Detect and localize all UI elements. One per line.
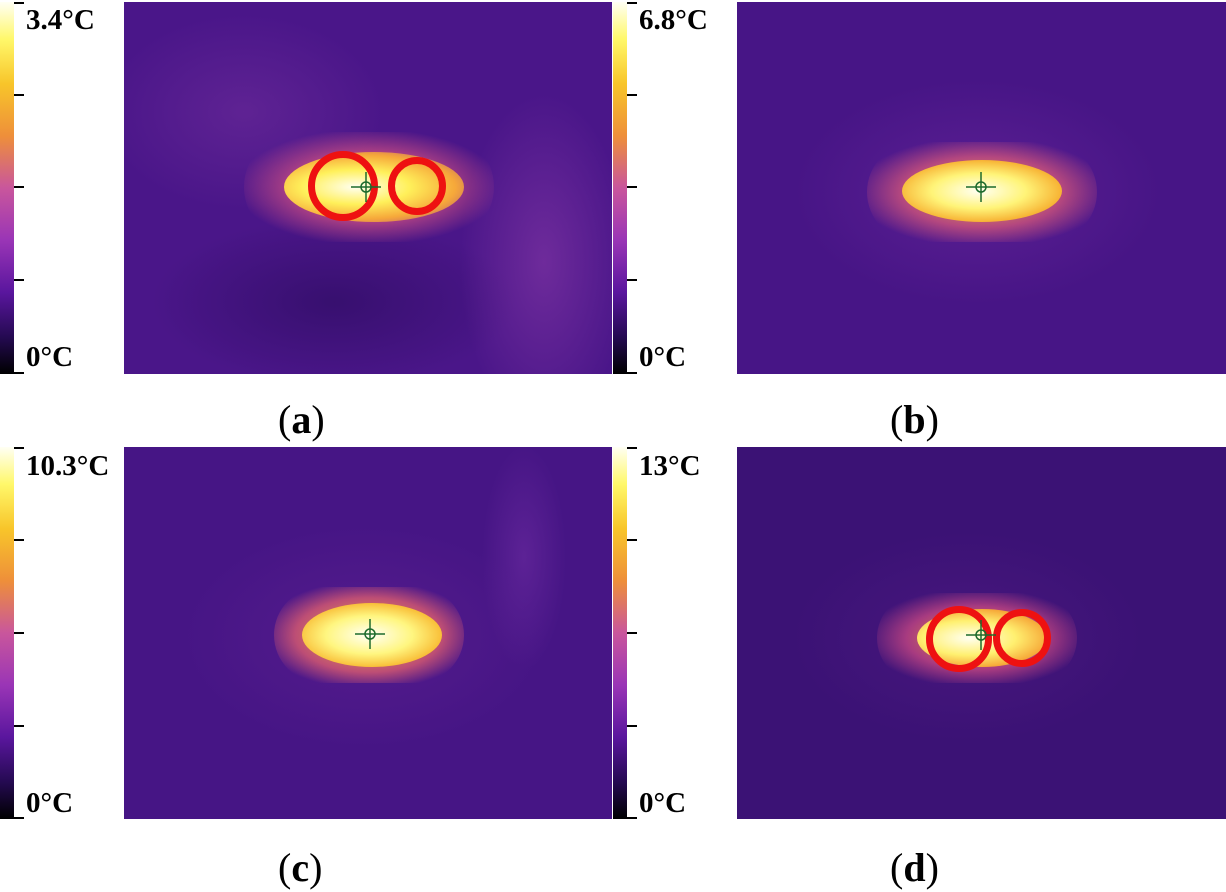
colorbar-tick [14,539,24,541]
colorbar-tick [627,2,637,4]
colorbar-tick [14,632,24,634]
colorbar-tick [627,539,637,541]
colorbar-tick [14,725,24,727]
colorbar-min-label: 0°C [26,341,74,373]
colorbar-tick [14,372,24,374]
crosshair-icon [351,172,381,202]
caption-c: (c) [278,845,323,890]
colorbar-min-label: 0°C [26,787,74,819]
colorbar-tick [627,186,637,188]
caption-b: (b) [890,397,939,442]
colorbar-tick [627,632,637,634]
colorbar-tick [627,94,637,96]
colorbar-max-label: 13°C [639,450,701,482]
colorbar-max-label: 6.8°C [639,4,708,36]
colorbar-tick [14,817,24,819]
colorbar-tick [14,447,24,449]
colorbar-min-label: 0°C [639,341,687,373]
colorbar-tick [14,186,24,188]
colorbar-tick [627,372,637,374]
colorbar [613,2,627,374]
colorbar-tick [627,725,637,727]
colorbar-tick [14,94,24,96]
caption-d: (d) [890,845,939,890]
marker-circle [993,609,1051,667]
colorbar-tick [627,447,637,449]
caption-a: (a) [278,397,325,442]
crosshair-icon [966,172,996,202]
marker-circle [926,606,992,672]
colorbar [0,2,14,374]
colorbar-tick [627,817,637,819]
colorbar [0,447,14,819]
crosshair-icon [966,620,996,650]
colorbar-min-label: 0°C [639,787,687,819]
colorbar-tick [14,279,24,281]
colorbar [613,447,627,819]
thermal-image [124,447,612,819]
crosshair-icon [355,619,385,649]
marker-circle [388,157,446,215]
colorbar-max-label: 10.3°C [26,450,110,482]
colorbar-max-label: 3.4°C [26,4,95,36]
colorbar-tick [14,2,24,4]
marker-circle [308,151,378,221]
colorbar-tick [627,279,637,281]
